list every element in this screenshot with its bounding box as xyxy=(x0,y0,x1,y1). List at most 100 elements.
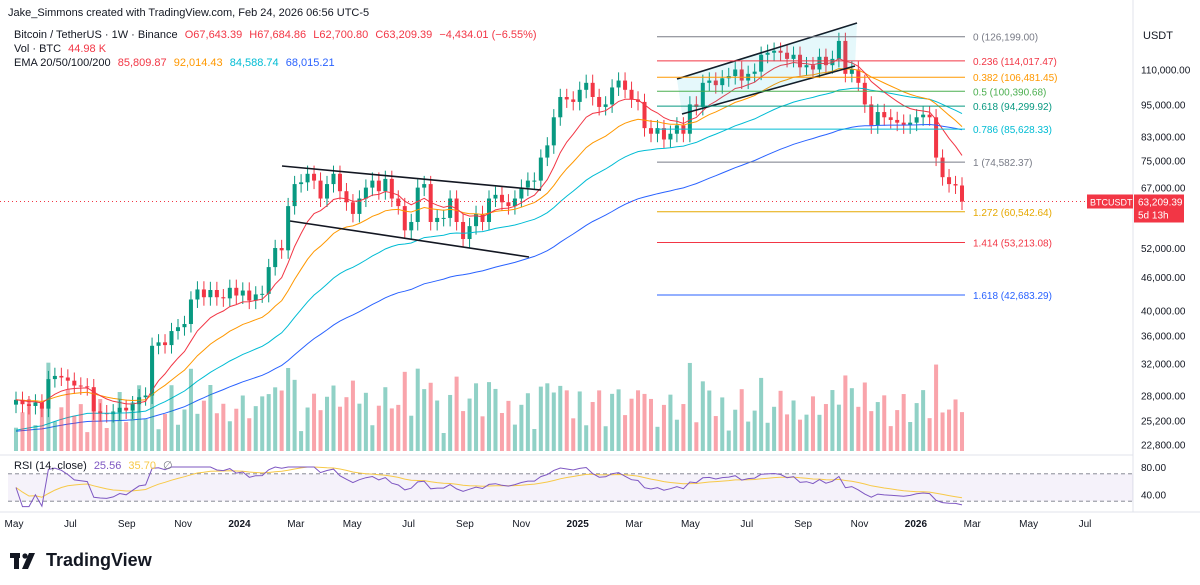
rsi-legend[interactable]: RSI (14, close) 25.56 35.70 ∅ xyxy=(14,459,177,473)
volume-bar xyxy=(331,385,336,451)
price-tick-label: 28,000.00 xyxy=(1141,392,1186,403)
candle xyxy=(720,78,725,86)
candle xyxy=(849,69,854,74)
volume-bar xyxy=(337,406,342,451)
volume-bar xyxy=(558,385,563,451)
volume-bar xyxy=(947,409,952,451)
volume-bar xyxy=(746,421,751,451)
volume-bar xyxy=(234,408,239,451)
volume-bar xyxy=(862,382,867,451)
volume-bar xyxy=(590,402,595,451)
candle xyxy=(273,248,278,268)
volume-bar xyxy=(150,356,155,451)
volume-bar xyxy=(499,413,504,451)
time-axis-label: Mar xyxy=(964,519,982,530)
candle xyxy=(901,122,906,126)
volume-bar xyxy=(461,411,466,451)
ema-legend[interactable]: EMA 20/50/100/200 85,809.87 92,014.43 84… xyxy=(14,56,339,70)
candle xyxy=(629,89,634,100)
candle xyxy=(350,202,355,214)
candle xyxy=(208,289,213,298)
candle xyxy=(577,89,582,102)
candle xyxy=(422,184,427,188)
candle xyxy=(117,407,122,413)
volume-bar xyxy=(752,410,757,451)
volume-bar xyxy=(687,362,692,451)
candle xyxy=(214,289,219,298)
candle xyxy=(597,96,602,107)
volume-bar xyxy=(694,422,699,451)
candle xyxy=(39,402,44,409)
rsi-value: 25.56 xyxy=(93,460,122,472)
volume-bar xyxy=(201,400,206,451)
volume-bar xyxy=(325,396,330,451)
volume-bar xyxy=(26,399,31,451)
candle xyxy=(934,117,939,158)
volume-bar xyxy=(804,414,809,451)
volume-legend[interactable]: Vol · BTC 44.98 K xyxy=(14,42,110,56)
volume-bar xyxy=(318,410,323,451)
wedge-lower-trendline xyxy=(289,220,530,258)
time-axis-label: Nov xyxy=(512,519,530,530)
candle xyxy=(512,198,517,207)
chart-credit: Jake_Simmons created with TradingView.co… xyxy=(8,7,370,19)
ohlc-low: L62,700.80 xyxy=(313,29,369,41)
volume-bar xyxy=(785,414,790,451)
volume-bar xyxy=(13,427,19,451)
volume-bar xyxy=(221,403,226,451)
volume-bar xyxy=(629,398,634,451)
ema50-value: 92,014.43 xyxy=(173,57,223,69)
candle xyxy=(33,402,38,406)
volume-bar xyxy=(370,425,375,451)
candle xyxy=(428,184,433,222)
price-tick-label: 83,000.00 xyxy=(1141,133,1186,144)
symbol-legend[interactable]: Bitcoin / TetherUS · 1W · Binance O67,64… xyxy=(14,28,541,42)
candle xyxy=(830,58,835,66)
candle xyxy=(661,128,666,140)
candle xyxy=(532,180,537,182)
rsi-na-value: ∅ xyxy=(163,460,173,472)
candle xyxy=(344,191,349,203)
candle xyxy=(175,327,180,332)
candle xyxy=(772,50,777,53)
price-tick-label: 46,000.00 xyxy=(1141,273,1186,284)
candle xyxy=(292,184,297,207)
tradingview-logo[interactable]: TradingView xyxy=(10,550,152,571)
candle xyxy=(46,379,51,409)
rsi-ma-value: 35.70 xyxy=(128,460,156,472)
volume-bar xyxy=(467,398,472,451)
countdown-label: 5d 13h xyxy=(1138,210,1169,221)
candle xyxy=(370,180,375,188)
candle xyxy=(895,119,900,123)
volume-bar xyxy=(376,405,381,451)
price-tick-label: 75,000.00 xyxy=(1141,157,1186,168)
candle xyxy=(810,65,815,70)
candle xyxy=(279,248,284,251)
volume-bar xyxy=(214,413,219,451)
time-axis-label: Sep xyxy=(456,519,474,530)
candle xyxy=(538,157,543,181)
volume-bar xyxy=(901,394,906,451)
volume-bar xyxy=(305,407,310,451)
volume-bar xyxy=(273,387,278,451)
volume-bar xyxy=(668,394,673,451)
candle xyxy=(940,157,945,178)
candle xyxy=(668,133,673,140)
volume-bar xyxy=(532,429,537,451)
ema50-line xyxy=(15,67,963,403)
ohlc-high: H67,684.86 xyxy=(249,29,307,41)
last-symbol-badge xyxy=(1087,194,1133,209)
volume-bar xyxy=(616,389,621,451)
candle xyxy=(707,80,712,83)
candle xyxy=(778,50,783,53)
volume-bar xyxy=(908,422,913,451)
price-tick-label: 22,800.00 xyxy=(1141,440,1186,451)
volume-bar xyxy=(59,407,64,451)
candle xyxy=(396,198,401,207)
volume-bar xyxy=(195,413,200,451)
candle xyxy=(603,104,608,107)
volume-bar xyxy=(104,428,109,451)
rsi-label: RSI (14, close) xyxy=(14,460,87,472)
volume-bar xyxy=(571,418,576,451)
